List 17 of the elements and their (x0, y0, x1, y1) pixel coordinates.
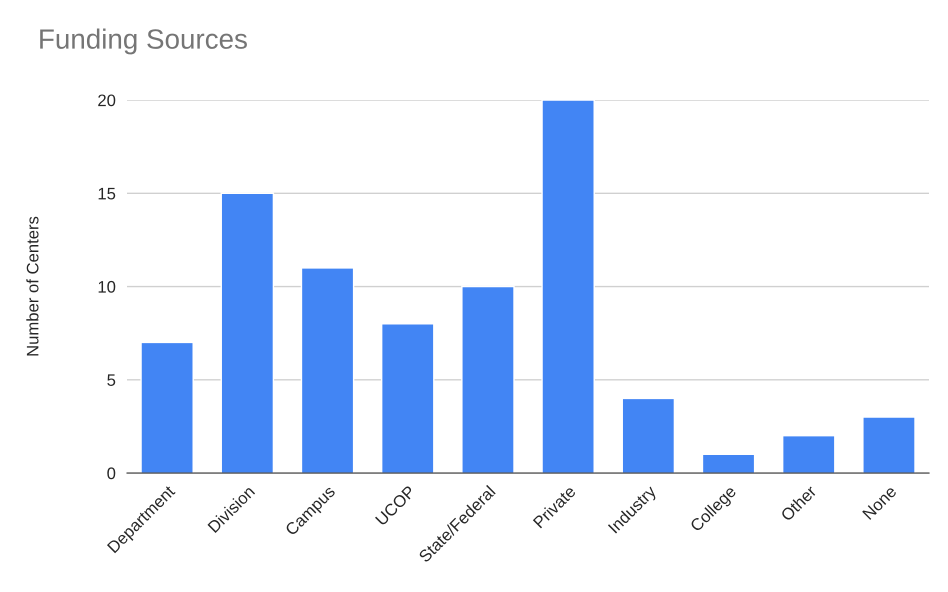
bar (541, 100, 595, 474)
y-axis-title: Number of Centers (26, 216, 39, 356)
bar (220, 192, 274, 474)
bar (782, 435, 836, 474)
bar (140, 342, 194, 474)
chart-title: Funding Sources (40, 28, 247, 54)
bar (380, 323, 434, 474)
y-tick-label: 0 (107, 467, 116, 480)
y-tick-label: 5 (107, 374, 116, 386)
y-tick-label: 15 (98, 188, 116, 200)
y-tick-label: 20 (98, 94, 116, 106)
bar (300, 267, 354, 474)
bar (461, 286, 515, 474)
bar (862, 416, 916, 474)
y-tick-label: 10 (98, 280, 116, 293)
bar (702, 454, 756, 474)
bar (622, 398, 676, 474)
